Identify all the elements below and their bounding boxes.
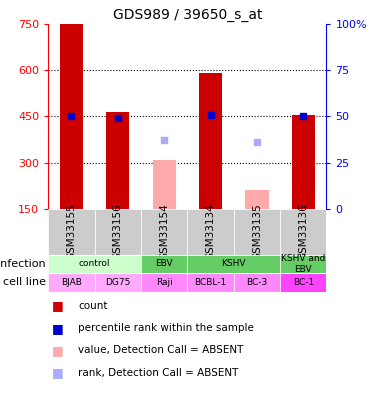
Bar (245, 190, 269, 209)
Bar (152, 160, 176, 209)
Bar (48, 255, 141, 273)
Title: GDS989 / 39650_s_at: GDS989 / 39650_s_at (113, 8, 262, 22)
Text: ■: ■ (52, 344, 64, 357)
Text: KSHV: KSHV (221, 260, 246, 269)
Bar (292, 115, 315, 209)
Bar (280, 273, 326, 292)
Text: GSM33136: GSM33136 (298, 203, 308, 260)
Bar (234, 273, 280, 292)
Text: ■: ■ (52, 322, 64, 335)
Bar (187, 209, 234, 255)
Text: rank, Detection Call = ABSENT: rank, Detection Call = ABSENT (78, 368, 238, 377)
Text: infection: infection (0, 259, 46, 269)
Bar (280, 209, 326, 255)
Bar (48, 273, 95, 292)
Bar (141, 255, 187, 273)
Bar (187, 273, 234, 292)
Text: BCBL-1: BCBL-1 (194, 278, 227, 287)
Text: percentile rank within the sample: percentile rank within the sample (78, 323, 254, 333)
Text: GSM33135: GSM33135 (252, 203, 262, 260)
Text: GSM33156: GSM33156 (113, 203, 123, 260)
Text: ■: ■ (52, 366, 64, 379)
Bar (95, 209, 141, 255)
Bar (187, 255, 280, 273)
Bar (141, 209, 187, 255)
Text: KSHV and
EBV: KSHV and EBV (281, 254, 325, 274)
Bar (199, 73, 222, 209)
Text: GSM33155: GSM33155 (66, 203, 76, 260)
Bar (60, 24, 83, 209)
Text: cell line: cell line (3, 277, 46, 288)
Text: BC-1: BC-1 (293, 278, 314, 287)
Bar (48, 209, 95, 255)
Bar (141, 273, 187, 292)
Text: BC-3: BC-3 (246, 278, 267, 287)
Text: Raji: Raji (156, 278, 173, 287)
Text: EBV: EBV (155, 260, 173, 269)
Text: BJAB: BJAB (61, 278, 82, 287)
Bar (234, 209, 280, 255)
Bar (95, 273, 141, 292)
Text: value, Detection Call = ABSENT: value, Detection Call = ABSENT (78, 345, 243, 355)
Text: count: count (78, 301, 108, 311)
Bar (280, 255, 326, 273)
Text: GSM33134: GSM33134 (206, 203, 216, 260)
Bar (106, 112, 129, 209)
Text: GSM33154: GSM33154 (159, 203, 169, 260)
Text: ■: ■ (52, 299, 64, 312)
Text: DG75: DG75 (105, 278, 131, 287)
Text: control: control (79, 260, 110, 269)
